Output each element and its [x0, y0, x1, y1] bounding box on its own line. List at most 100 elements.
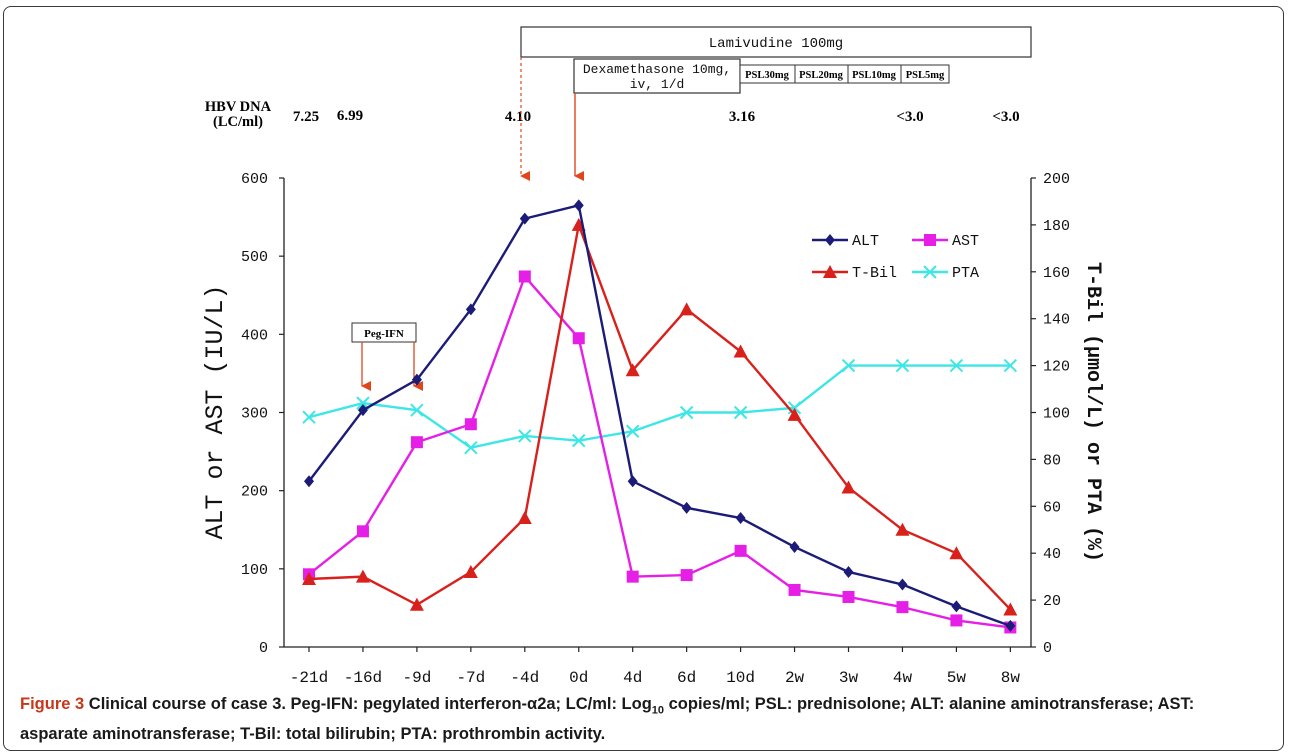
x-tick-label: -7d: [456, 669, 485, 687]
left-tick-label: 0: [259, 640, 268, 657]
x-tick-label: 0d: [569, 669, 588, 687]
right-tick-label: 80: [1043, 452, 1061, 469]
data-point-tbil: [787, 407, 802, 421]
chart-canvas: Lamivudine 100mg Dexamethasone 10mg, iv,…: [201, 26, 1104, 687]
data-point-ast: [680, 569, 693, 582]
data-point-tbil: [895, 522, 910, 536]
caption-label: Figure 3: [20, 695, 85, 713]
left-axis-title: ALT or AST (IU/L): [201, 284, 230, 539]
caption-subscript: 10: [651, 704, 665, 717]
right-tick-label: 180: [1043, 218, 1070, 235]
right-axis-title: T-Bil (μmol/L) or PTA (%): [1081, 262, 1104, 562]
data-point-tbil: [625, 363, 640, 377]
hbv-value-3: 4.10: [505, 109, 531, 125]
data-point-pta: [410, 403, 424, 417]
data-point-alt: [519, 212, 530, 225]
data-point-tbil: [302, 571, 316, 585]
x-tick-label: 4w: [893, 669, 913, 687]
data-point-tbil: [733, 344, 748, 358]
lamivudine-label: Lamivudine 100mg: [709, 36, 843, 52]
legend-label: T-Bil: [852, 265, 897, 282]
series-line-ast: [308, 274, 1011, 629]
left-tick-label: 500: [241, 249, 268, 266]
series-line-pta: [308, 364, 1011, 449]
figure-frame: [3, 6, 1284, 751]
psl-30-label: PSL30mg: [745, 70, 790, 81]
data-point-tbil: [841, 480, 856, 494]
data-point-pta: [733, 405, 748, 420]
x-tick-label: 3w: [839, 669, 859, 687]
right-axis-ticks: 0 20 40 60 80 100 120 140 160 180 200: [1031, 171, 1070, 657]
dexamethasone-box: [573, 58, 741, 94]
x-tick-label: -21d: [290, 669, 328, 687]
legend-item-ast: AST: [912, 233, 979, 250]
legend-label: PTA: [952, 265, 979, 282]
right-tick-label: 120: [1043, 359, 1070, 376]
data-point-ast: [410, 436, 423, 449]
hbv-value-1: 7.25: [293, 109, 319, 125]
left-tick-label: 600: [241, 171, 268, 188]
data-point-alt: [411, 373, 422, 386]
hbv-label-line1: HBV DNA: [205, 99, 272, 115]
data-point-pta: [1003, 358, 1018, 373]
left-tick-label: 200: [241, 484, 268, 501]
data-point-ast: [734, 544, 747, 557]
data-point-ast: [788, 583, 801, 596]
data-point-pta: [679, 405, 694, 420]
data-point-alt: [681, 501, 692, 514]
right-tick-label: 200: [1043, 171, 1070, 188]
legend-marker: [823, 265, 837, 278]
lamivudine-bar: [520, 26, 1032, 58]
series-ast: [303, 270, 1017, 634]
legend-item-tbil: T-Bil: [812, 265, 897, 282]
psl-20-label: PSL20mg: [799, 70, 844, 81]
right-tick-label: 140: [1043, 312, 1070, 329]
hbv-value-6: <3.0: [992, 109, 1019, 125]
data-point-tbil: [679, 302, 694, 316]
dexamethasone-line2: iv, 1/d: [630, 77, 685, 92]
data-point-ast: [950, 614, 963, 627]
data-point-tbil: [463, 564, 478, 578]
dexamethasone-line1: Dexamethasone 10mg,: [583, 62, 731, 77]
right-tick-label: 160: [1043, 265, 1070, 282]
series-line-tbil: [308, 220, 1012, 611]
data-point-alt: [897, 578, 908, 591]
x-tick-label: -9d: [402, 669, 431, 687]
data-point-pta: [518, 429, 532, 443]
series-tbil: [302, 217, 1018, 616]
right-tick-label: 60: [1043, 499, 1061, 516]
series-line-alt: [308, 203, 1011, 628]
right-tick-label: 20: [1043, 593, 1061, 610]
data-point-ast: [896, 601, 909, 614]
data-point-alt: [465, 303, 476, 316]
series-alt: [304, 199, 1016, 632]
left-tick-label: 400: [241, 327, 268, 344]
legend-item-alt: ALT: [812, 233, 879, 250]
caption-text-after: copies/ml; PSL: prednisolone; ALT: alani…: [20, 695, 1195, 744]
hbv-label-line2: (LC/ml): [213, 114, 263, 130]
legend: ALT AST T-Bil PTA: [812, 233, 979, 282]
data-point-tbil: [1003, 602, 1018, 616]
left-tick-label: 300: [241, 406, 268, 423]
right-tick-label: 0: [1043, 640, 1052, 657]
series-pta: [302, 358, 1018, 455]
data-point-alt: [304, 475, 314, 488]
hbv-value-2: 6.99: [337, 108, 363, 124]
data-point-alt: [1005, 619, 1016, 632]
psl-5-label: PSL5mg: [906, 70, 945, 81]
data-point-alt: [789, 540, 800, 553]
legend-marker: [924, 234, 936, 246]
data-point-pta: [949, 358, 964, 373]
data-point-pta: [841, 358, 856, 373]
right-tick-label: 100: [1043, 406, 1070, 423]
x-tick-label: 5w: [947, 669, 967, 687]
data-point-alt: [951, 600, 962, 613]
data-point-pta: [572, 433, 586, 448]
data-point-alt: [627, 475, 638, 488]
data-point-pta: [895, 358, 910, 373]
data-point-tbil: [517, 511, 532, 525]
data-point-ast: [572, 332, 585, 345]
legend-label: AST: [952, 233, 979, 250]
data-point-tbil: [949, 546, 964, 560]
x-tick-label: 10d: [726, 669, 755, 687]
